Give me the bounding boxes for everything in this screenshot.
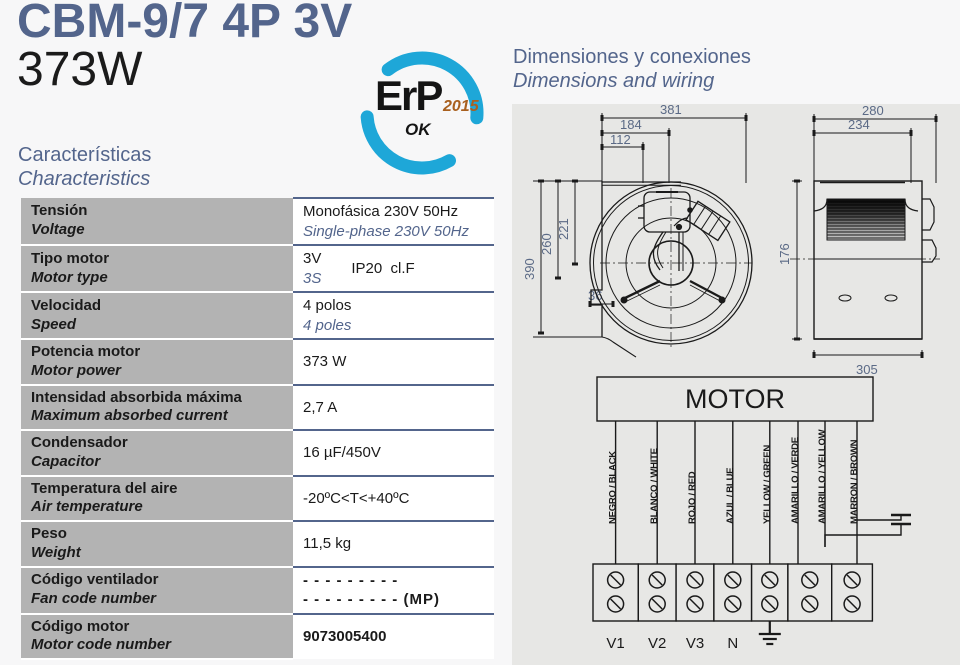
svg-text:V1: V1 bbox=[606, 635, 624, 652]
svg-text:N: N bbox=[727, 635, 738, 652]
svg-text:V2: V2 bbox=[648, 635, 666, 652]
svg-text:390: 390 bbox=[522, 258, 537, 280]
svg-text:NEGRO / BLACK: NEGRO / BLACK bbox=[608, 451, 619, 524]
svg-text:V3: V3 bbox=[686, 635, 704, 652]
svg-text:AZUL / BLUE: AZUL / BLUE bbox=[725, 467, 736, 524]
svg-text:AMARILLO / YELLOW: AMARILLO / YELLOW bbox=[817, 428, 828, 524]
svg-text:AMARILLO / VERDE: AMARILLO / VERDE bbox=[790, 436, 801, 524]
svg-text:MARRON / BROWN: MARRON / BROWN bbox=[849, 439, 860, 524]
svg-text:MOTOR: MOTOR bbox=[685, 384, 785, 414]
svg-text:280: 280 bbox=[862, 104, 884, 118]
svg-text:ROJO / RED: ROJO / RED bbox=[687, 471, 698, 524]
svg-text:184: 184 bbox=[620, 117, 642, 132]
svg-text:112: 112 bbox=[610, 132, 631, 147]
svg-text:BLANCO / WHITE: BLANCO / WHITE bbox=[649, 447, 660, 524]
svg-text:381: 381 bbox=[660, 104, 682, 117]
svg-text:221: 221 bbox=[556, 218, 571, 240]
svg-text:YELLOW / GREEN: YELLOW / GREEN bbox=[762, 445, 773, 524]
svg-text:260: 260 bbox=[539, 233, 554, 255]
svg-text:176: 176 bbox=[777, 243, 792, 265]
svg-text:234: 234 bbox=[848, 117, 870, 132]
